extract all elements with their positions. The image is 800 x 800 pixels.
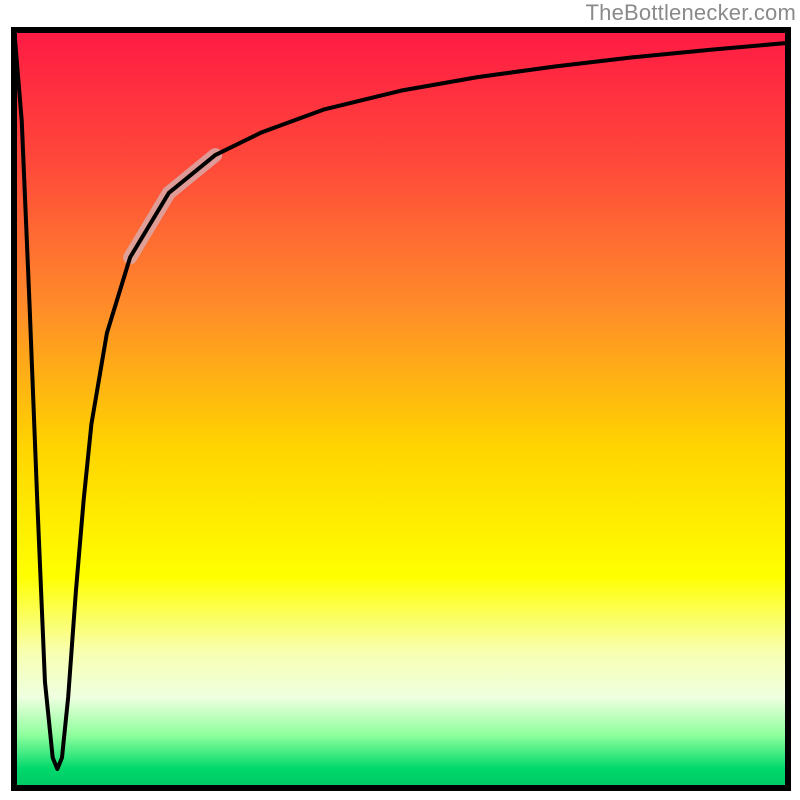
plot-background [14, 30, 788, 788]
chart-svg [0, 0, 800, 800]
watermark-text: TheBottlenecker.com [586, 0, 796, 26]
chart-stage: TheBottlenecker.com [0, 0, 800, 800]
